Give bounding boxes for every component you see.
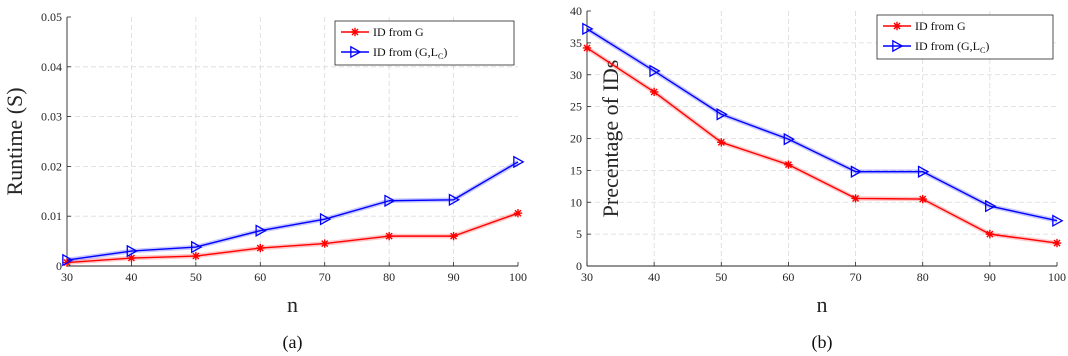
- data-point: [320, 239, 329, 248]
- data-point: [649, 64, 661, 78]
- data-point: [649, 87, 659, 97]
- legend: ID from G ID from (G,LC): [876, 14, 1054, 60]
- chart-2: 30 40 50 60 70 80 90 100 0 5 10 15 20 25 30 35 40 n Precen…: [570, 4, 1066, 353]
- y-axis-label: Precentage of IDs: [598, 60, 623, 218]
- x-tick-label: 90: [984, 270, 996, 284]
- x-tick-label: 30: [581, 270, 593, 284]
- data-point: [384, 194, 396, 208]
- y-tick-label: 0: [576, 259, 582, 273]
- x-tick-label: 50: [715, 270, 727, 284]
- data-point: [191, 251, 201, 261]
- data-point: [319, 212, 332, 226]
- x-tick-label: 60: [254, 270, 266, 284]
- x-tick-label: 100: [1048, 270, 1066, 284]
- y-tick-label: 30: [570, 68, 582, 82]
- data-point: [513, 209, 523, 218]
- data-point: [784, 160, 793, 169]
- data-point: [1052, 238, 1062, 248]
- y-tick-label: 15: [570, 163, 582, 177]
- data-point: [191, 240, 203, 254]
- y-tick-label: 0.03: [41, 110, 62, 124]
- legend-marker: [350, 45, 362, 59]
- data-point: [717, 138, 726, 147]
- x-tick-label: 80: [917, 270, 929, 284]
- x-tick-label: 40: [125, 270, 137, 284]
- y-tick-label: 0: [56, 259, 62, 273]
- data-point: [1052, 214, 1064, 228]
- legend-label: ID from (G,LC): [915, 39, 989, 55]
- y-tick-label: 25: [570, 100, 582, 114]
- series-line: [66, 161, 519, 261]
- series-line: [586, 28, 1058, 222]
- legend-label: ID from G: [915, 19, 966, 33]
- data-point: [985, 229, 995, 239]
- x-tick-label: 30: [61, 270, 73, 284]
- data-point: [126, 244, 138, 258]
- data-point: [582, 22, 594, 36]
- x-axis-label: n: [287, 292, 298, 317]
- x-tick-label: 100: [509, 270, 527, 284]
- series-2: [582, 22, 1064, 228]
- y-tick-label: 35: [570, 36, 582, 50]
- x-tick-label: 50: [190, 270, 202, 284]
- x-tick-label: 90: [448, 270, 460, 284]
- y-tick-label: 0.01: [41, 209, 62, 223]
- y-tick-label: 0.05: [41, 10, 62, 24]
- legend-label: ID from (G,LC): [373, 45, 447, 61]
- chart-caption: (b): [812, 332, 833, 353]
- y-tick-label: 0.02: [41, 159, 62, 173]
- legend-box: [334, 20, 515, 66]
- data-point: [850, 165, 863, 178]
- legend-marker: [350, 27, 360, 37]
- x-axis-label: n: [817, 292, 828, 317]
- legend-box: [876, 14, 1054, 60]
- series-1: [582, 43, 1062, 248]
- data-point: [62, 253, 74, 267]
- y-tick-label: 5: [576, 227, 582, 241]
- x-tick-label: 40: [648, 270, 660, 284]
- chart-1: 30 40 50 60 70 80 90 100 0 0.01 0.02 0.03 0.04 0.05 n R…: [2, 10, 527, 353]
- x-tick-label: 60: [782, 270, 794, 284]
- chart-caption: (a): [283, 332, 303, 353]
- y-tick-label: 10: [570, 195, 582, 209]
- data-point: [918, 194, 927, 204]
- y-tick-label: 20: [570, 132, 582, 146]
- legend-label: ID from G: [373, 25, 424, 39]
- data-point: [783, 132, 795, 146]
- series-line: [586, 47, 1058, 244]
- legend: ID from G ID from (G,LC): [334, 20, 515, 66]
- x-tick-label: 70: [850, 270, 862, 284]
- legend-marker: [892, 39, 904, 53]
- data-point: [582, 43, 592, 53]
- data-point: [917, 165, 930, 178]
- legend-marker: [892, 21, 902, 31]
- data-point: [851, 194, 860, 203]
- data-point: [513, 155, 525, 169]
- y-tick-label: 0.04: [41, 60, 62, 74]
- series-2: [62, 155, 525, 267]
- data-point: [716, 107, 728, 121]
- y-tick-label: 40: [570, 4, 582, 18]
- y-axis-label: Runtime (S): [2, 87, 27, 195]
- series-line: [66, 212, 519, 264]
- data-point: [448, 193, 461, 207]
- data-point: [985, 199, 997, 213]
- data-point: [127, 253, 136, 263]
- data-point: [256, 243, 265, 253]
- x-tick-label: 70: [319, 270, 331, 284]
- data-point: [255, 224, 267, 237]
- data-point: [384, 231, 394, 241]
- data-point: [449, 231, 458, 241]
- x-tick-label: 80: [383, 270, 395, 284]
